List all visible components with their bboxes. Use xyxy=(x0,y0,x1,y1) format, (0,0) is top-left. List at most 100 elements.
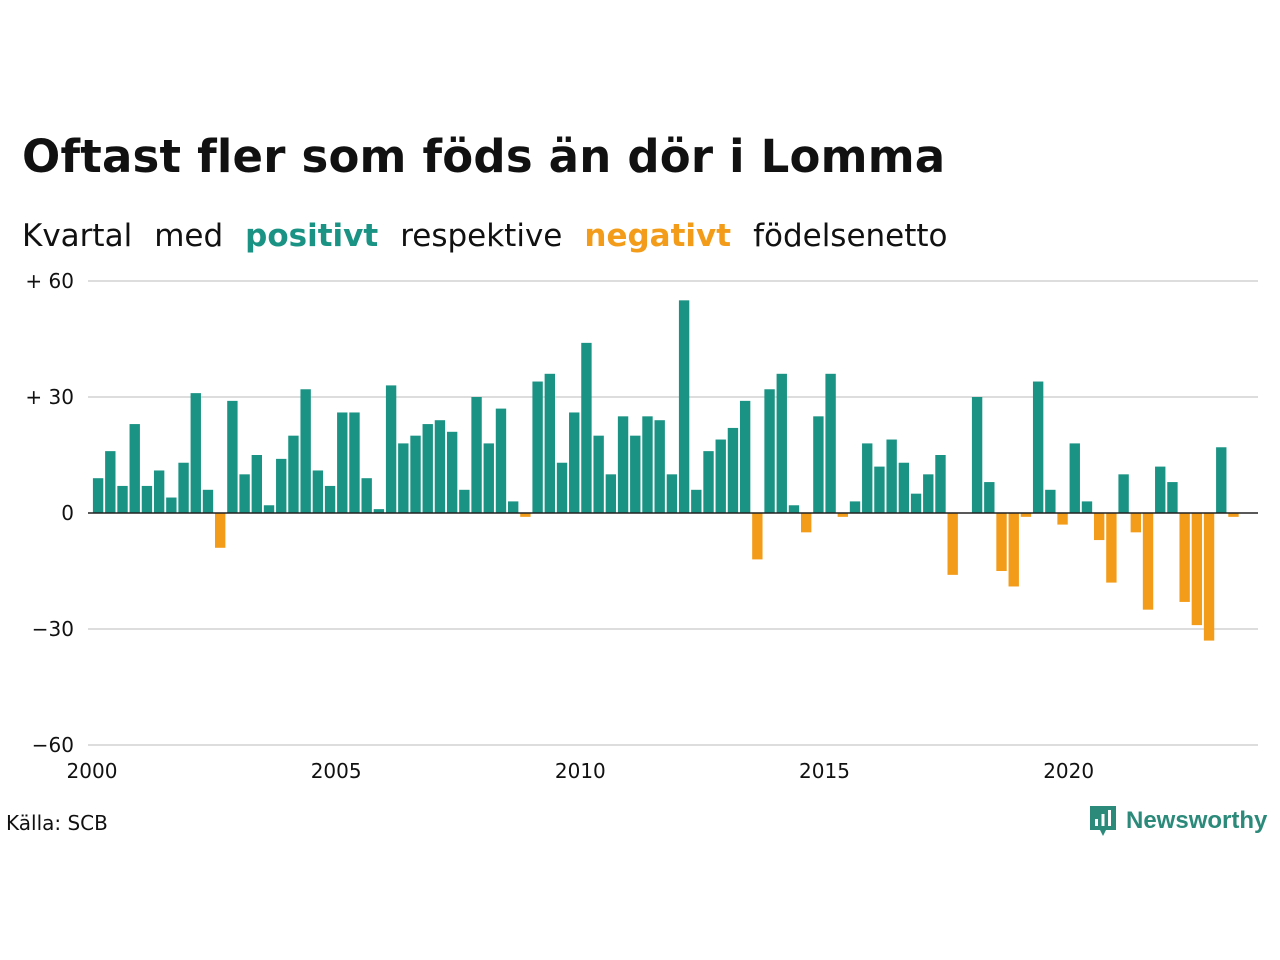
bar xyxy=(654,420,665,513)
bar xyxy=(446,431,458,513)
bar xyxy=(337,412,348,513)
bar xyxy=(886,439,897,513)
bar xyxy=(971,397,983,513)
bar xyxy=(532,381,543,513)
bar xyxy=(1081,501,1093,513)
bar xyxy=(1203,513,1215,641)
bar xyxy=(1167,482,1178,513)
bar xyxy=(556,462,568,513)
bar xyxy=(837,513,849,517)
bar xyxy=(923,474,934,513)
subtitle-negative-label: negativt xyxy=(584,218,732,254)
bar xyxy=(703,451,714,513)
bar xyxy=(1191,513,1203,626)
y-tick-label: + 60 xyxy=(25,269,74,293)
bar xyxy=(1216,447,1227,513)
bar xyxy=(1130,513,1142,533)
bar xyxy=(935,455,946,513)
bar xyxy=(788,505,800,513)
chart-title: Oftast fler som föds än dör i Lomma xyxy=(22,130,946,183)
y-tick-label: −60 xyxy=(32,733,74,757)
source-note: Källa: SCB xyxy=(6,811,108,835)
bar xyxy=(263,505,275,513)
bar xyxy=(691,489,702,513)
bar xyxy=(495,408,507,513)
bar xyxy=(825,373,836,513)
bar xyxy=(862,443,873,513)
subtitle-word-med: med xyxy=(154,218,224,254)
bar xyxy=(1008,513,1019,587)
bar xyxy=(764,389,775,513)
bar xyxy=(251,455,263,513)
bar xyxy=(849,501,861,513)
bar xyxy=(813,416,824,513)
bar xyxy=(276,458,287,513)
bar xyxy=(227,400,238,513)
bar xyxy=(874,466,885,513)
bar xyxy=(312,470,324,513)
bar xyxy=(1179,513,1190,602)
bar xyxy=(129,424,140,513)
subtitle-word-fodelsenetto: födelsenetto xyxy=(753,218,948,254)
bar xyxy=(898,462,910,513)
bar xyxy=(581,342,592,513)
bar xyxy=(459,489,470,513)
bar xyxy=(800,513,812,533)
bar xyxy=(471,397,482,513)
bar xyxy=(593,435,604,513)
bar xyxy=(398,443,409,513)
bar xyxy=(300,389,311,513)
bar xyxy=(507,501,519,513)
bar xyxy=(617,416,629,513)
bar xyxy=(1020,513,1032,517)
bar xyxy=(739,400,751,513)
bar xyxy=(996,513,1007,571)
bar xyxy=(910,493,922,513)
bar xyxy=(630,435,641,513)
bar xyxy=(947,513,958,575)
subtitle-word-kvartal: Kvartal xyxy=(22,218,133,254)
y-tick-label: −30 xyxy=(32,617,74,641)
bar xyxy=(1045,489,1056,513)
bar xyxy=(422,424,433,513)
bar xyxy=(1093,513,1105,541)
bar xyxy=(483,443,494,513)
bar xyxy=(776,373,787,513)
bar xyxy=(642,416,653,513)
bar xyxy=(385,385,397,513)
bar xyxy=(178,462,189,513)
newsworthy-logo: Newsworthy xyxy=(1088,804,1267,838)
bar xyxy=(214,513,226,548)
bar xyxy=(1069,443,1080,513)
bar xyxy=(1155,466,1166,513)
bar xyxy=(410,435,421,513)
bar xyxy=(117,485,128,513)
x-tick-label: 2015 xyxy=(799,759,850,783)
bar xyxy=(569,412,580,513)
x-tick-label: 2010 xyxy=(555,759,606,783)
bar xyxy=(349,412,360,513)
bar xyxy=(190,393,201,513)
bar xyxy=(434,420,446,513)
bar xyxy=(239,474,250,513)
bar xyxy=(544,373,556,513)
brand-name: Newsworthy xyxy=(1126,807,1268,834)
bar xyxy=(1228,513,1239,517)
bar xyxy=(605,474,617,513)
bar xyxy=(1142,513,1154,610)
bar xyxy=(1106,513,1117,583)
bar xyxy=(678,300,690,513)
bar xyxy=(1118,474,1129,513)
subtitle-positive-label: positivt xyxy=(245,218,379,254)
bar xyxy=(715,439,726,513)
bar xyxy=(288,435,299,513)
bar xyxy=(727,427,739,513)
bar xyxy=(202,489,214,513)
bar xyxy=(324,485,336,513)
bar xyxy=(1032,381,1044,513)
bar xyxy=(361,478,372,513)
bar xyxy=(166,497,177,513)
x-tick-label: 2000 xyxy=(67,759,118,783)
bar xyxy=(752,513,763,560)
